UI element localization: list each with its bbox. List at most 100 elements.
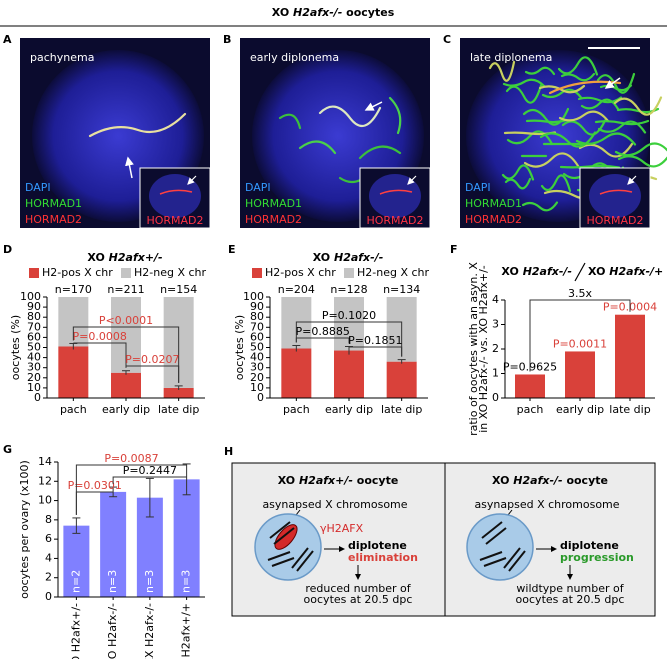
- text-part: H2afx+/-: [109, 251, 163, 264]
- comparison-label: P=0.8885: [295, 325, 349, 338]
- chromosome: [524, 66, 556, 76]
- result-label: oocytes at 20.5 dpc: [304, 593, 413, 606]
- comparison-label: P=0.0301: [68, 479, 122, 492]
- y-axis-label: oocytes per ovary (x100): [18, 460, 31, 599]
- chromosome: [488, 60, 516, 82]
- text-part: XO: [313, 251, 334, 264]
- n-label: n=3: [106, 570, 119, 593]
- y-tick-label: 80: [27, 310, 41, 323]
- y-tick-label: 40: [27, 351, 41, 364]
- comparison-label: P=0.0008: [72, 330, 126, 343]
- micrograph: early diplonema DAPI HORMAD1 HORMAD2 HORMAD2: [240, 38, 431, 229]
- y-tick-label: 30: [27, 361, 41, 374]
- panel-label: D: [3, 243, 12, 256]
- channel-label: HORMAD2: [25, 213, 82, 226]
- comparison-label: P=0.1020: [322, 309, 376, 322]
- stage-label: early diplonema: [250, 51, 339, 64]
- y-tick-label: 50: [250, 341, 264, 354]
- panel-label: B: [223, 33, 231, 46]
- legend-swatch: [29, 268, 39, 278]
- inset: HORMAD2: [139, 167, 211, 229]
- n-label: n=154: [160, 283, 197, 296]
- arrow: [604, 77, 621, 89]
- inset-label: HORMAD2: [366, 214, 423, 227]
- inset-chromosome: [599, 189, 633, 195]
- chromosome: [318, 105, 382, 128]
- text-part: XO: [87, 251, 108, 264]
- chromosome: [575, 132, 637, 146]
- legend-label: H2-neg X chr: [134, 266, 207, 279]
- y-tick-label: 0: [257, 391, 264, 404]
- comparison-bracket: [125, 365, 180, 383]
- result-label: reduced number of: [305, 582, 411, 595]
- y-tick-label: 80: [250, 310, 264, 323]
- channel-label: HORMAD2: [465, 213, 522, 226]
- chromosome: [273, 527, 295, 545]
- chromosome: [479, 551, 503, 561]
- inset-label: HORMAD2: [146, 214, 203, 227]
- chromosome: [508, 550, 526, 572]
- y-tick-label: 50: [27, 341, 41, 354]
- y-tick-label: 14: [38, 455, 52, 468]
- stage-label: pachynema: [30, 51, 94, 64]
- legend-label: H2-neg X chr: [357, 266, 430, 279]
- comparison-label: 3.5x: [568, 287, 592, 300]
- comparison-bracket: [295, 321, 403, 357]
- y-tick-label: 1: [492, 367, 499, 380]
- y-tick-label: 4: [492, 293, 499, 306]
- comparison-bracket: [75, 464, 187, 515]
- text-part: H2afx+/-: [299, 474, 353, 487]
- text-part: H2afx-/-: [513, 474, 562, 487]
- stage-label: diplotene: [348, 539, 407, 552]
- comparison-bracket: [73, 342, 127, 368]
- panel-label: A: [3, 33, 12, 46]
- y-tick-label: 2: [492, 342, 499, 355]
- n-label: n=204: [278, 283, 315, 296]
- y-tick-label: 60: [250, 330, 264, 343]
- stage-label: late diplonema: [470, 51, 552, 64]
- panel-label: H: [224, 445, 233, 458]
- channel-label: HORMAD2: [245, 213, 302, 226]
- n-label: n=3: [180, 570, 193, 593]
- chromosome: [503, 547, 521, 569]
- bar-segment: [281, 348, 312, 398]
- x-tick-label: pach: [283, 403, 310, 416]
- y-tick-label: 70: [27, 320, 41, 333]
- chart-title: XO H2afx+/-: [87, 251, 162, 264]
- y-tick-label: 8: [45, 513, 52, 526]
- text-part: XO: [272, 6, 293, 19]
- chromosome: [291, 547, 309, 569]
- y-tick-label: 20: [250, 371, 264, 384]
- bar-segment: [111, 372, 141, 398]
- y-tick-label: 0: [492, 391, 499, 404]
- y-axis-label: in XO H2afx-/- vs. XO H2afx+/-: [477, 265, 490, 433]
- bar: [173, 479, 200, 597]
- text-part: H2afx-/+: [609, 265, 663, 278]
- y-tick-label: 90: [250, 300, 264, 313]
- chromosome: [278, 113, 302, 130]
- chromosome: [614, 142, 667, 157]
- comparison-label: P<0.0001: [99, 314, 153, 327]
- figure-title: XO H2afx-/- oocytes: [272, 6, 395, 19]
- bar: [565, 351, 595, 398]
- inset-chromosome: [159, 189, 193, 195]
- inset-arrow: [627, 175, 637, 185]
- result-label: wildtype number of: [516, 582, 624, 595]
- n-label: n=2: [69, 570, 82, 593]
- y-axis-label: oocytes (%): [9, 315, 22, 380]
- panel-label: E: [228, 243, 236, 256]
- chromosome: [267, 551, 291, 561]
- chromosome: [578, 142, 634, 158]
- x-tick-label: early dip: [325, 403, 373, 416]
- channel-label: HORMAD1: [25, 197, 82, 210]
- arrow: [125, 156, 134, 179]
- oocyte: [254, 513, 322, 581]
- chromosome: [596, 72, 636, 94]
- inset-arrow: [407, 175, 417, 185]
- y-tick-label: 90: [27, 300, 41, 313]
- chromosome: [538, 84, 586, 94]
- outcome-label: progression: [560, 551, 634, 564]
- x-tick-label: late dip: [381, 403, 422, 416]
- comparison-bracket: [529, 299, 631, 372]
